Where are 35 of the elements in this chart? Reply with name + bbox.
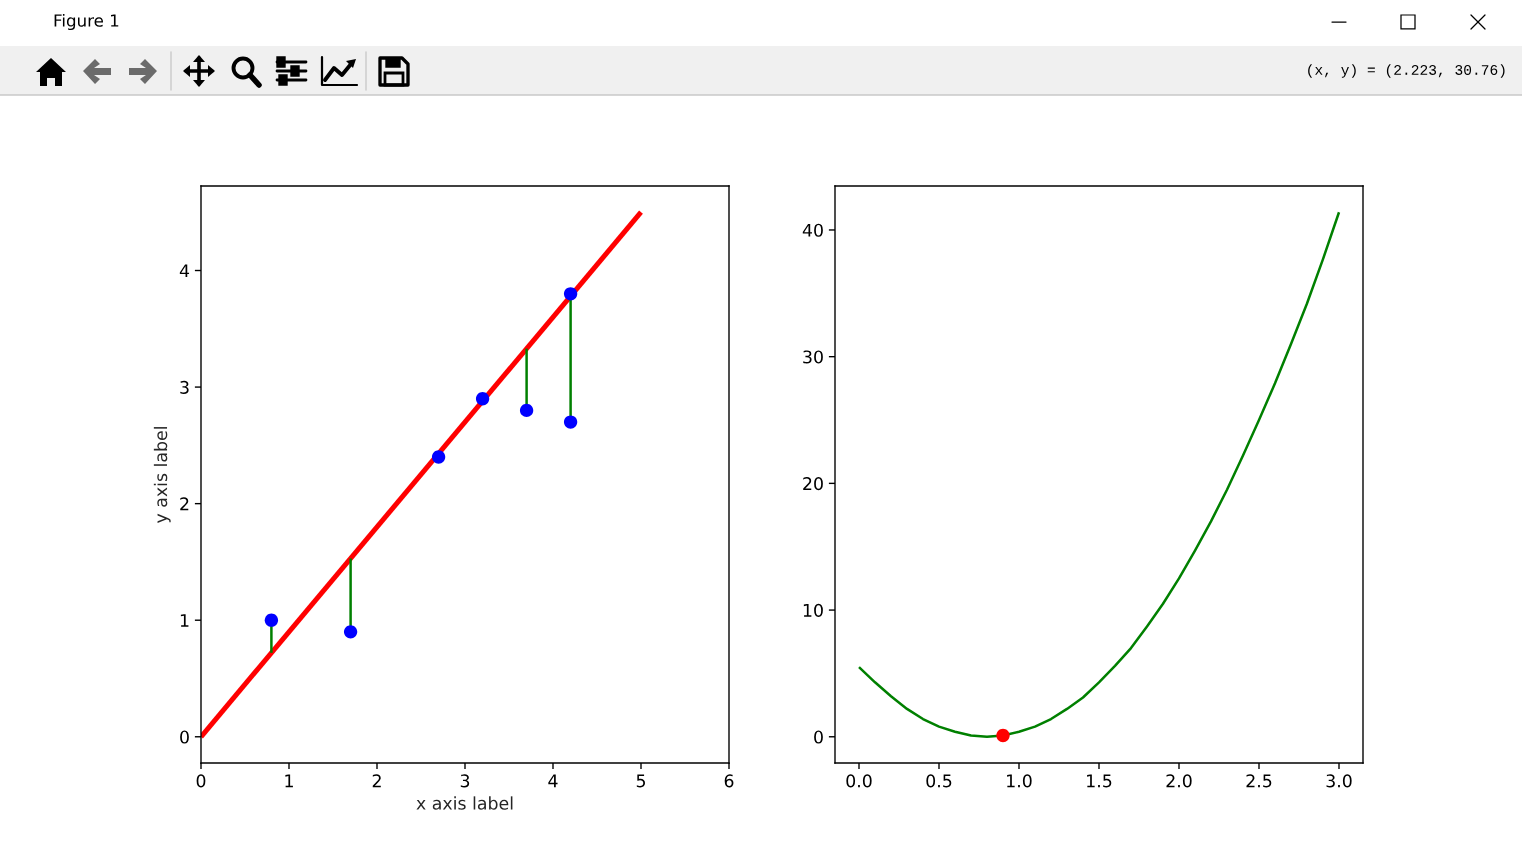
x-tick-label: 0.5 — [926, 774, 952, 788]
point — [519, 403, 534, 418]
y-tick-label: 10 — [803, 603, 823, 617]
x-tick-label: 3 — [460, 774, 470, 788]
x-tick-label: 3.0 — [1326, 774, 1352, 788]
x-tick-label: 0.0 — [846, 774, 872, 788]
x-tick-label: 5 — [636, 774, 646, 788]
x-tick-label: 0 — [196, 774, 206, 788]
x-tick-label: 1 — [285, 774, 293, 788]
y-axis-title: y axis label — [153, 427, 171, 524]
x-tick-label: 2.5 — [1246, 774, 1272, 788]
x-tick-label: 1.5 — [1087, 774, 1112, 788]
x-tick-label: 1.0 — [1007, 774, 1032, 788]
x-axis-title: x axis label — [416, 796, 513, 810]
y-tick-label: 4 — [179, 264, 190, 278]
point — [431, 450, 446, 464]
y-tick-label: 2 — [180, 497, 189, 511]
x-tick-label: 4 — [548, 774, 558, 788]
x-tick-label: 2.0 — [1166, 774, 1192, 788]
point — [475, 392, 490, 406]
text: (x, y) = (2.223, 30.76) — [1308, 64, 1505, 78]
y-tick-label: 30 — [803, 350, 823, 364]
y-tick-label: 20 — [803, 477, 823, 491]
point — [563, 287, 578, 301]
y-tick-label: 0 — [180, 730, 189, 744]
point — [563, 415, 578, 429]
point — [343, 625, 358, 639]
y-tick-label: 1 — [180, 614, 189, 627]
y-tick-label: 0 — [814, 730, 823, 744]
text: Figure 1 — [54, 13, 119, 31]
y-tick-label: 3 — [180, 380, 189, 394]
x-tick-label: 6 — [724, 774, 734, 788]
x-tick-label: 2 — [372, 774, 381, 788]
y-tick-label: 40 — [802, 223, 823, 237]
point — [264, 613, 279, 627]
